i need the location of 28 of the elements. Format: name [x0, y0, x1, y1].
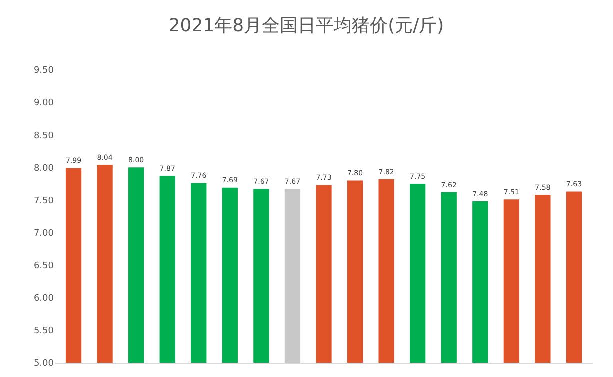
- data-label: 7.99: [66, 156, 82, 166]
- y-tick-label: 6.50: [34, 261, 54, 272]
- chart-title: 2021年8月全国日平均猪价(元/斤): [168, 15, 444, 36]
- data-label: 7.62: [441, 180, 457, 190]
- y-tick-label: 6.00: [34, 294, 54, 304]
- y-tick-label: 9.00: [34, 98, 54, 109]
- y-tick-label: 5.00: [34, 359, 54, 370]
- data-label: 7.75: [410, 172, 426, 181]
- y-tick-label: 8.50: [34, 131, 54, 142]
- data-label: 7.69: [222, 176, 238, 185]
- data-label: 7.82: [378, 167, 394, 176]
- data-label: 7.67: [284, 177, 301, 186]
- data-label: 8.04: [97, 152, 114, 162]
- data-label: 7.67: [254, 177, 270, 186]
- data-label: 8.00: [128, 156, 144, 165]
- data-label: 7.76: [191, 171, 208, 180]
- data-label: 7.80: [347, 168, 364, 178]
- y-tick-label: 9.50: [34, 66, 54, 76]
- data-label: 7.48: [472, 189, 488, 198]
- y-tick-label: 8.00: [34, 164, 54, 174]
- y-tick-label: 7.00: [34, 228, 54, 239]
- data-label: 7.73: [316, 173, 332, 182]
- data-label: 7.58: [535, 182, 551, 192]
- data-label: 7.63: [566, 180, 582, 189]
- y-tick-label: 5.50: [34, 326, 54, 337]
- data-label: 7.51: [504, 187, 520, 196]
- y-tick-label: 7.50: [34, 196, 54, 206]
- data-label: 7.87: [160, 164, 176, 174]
